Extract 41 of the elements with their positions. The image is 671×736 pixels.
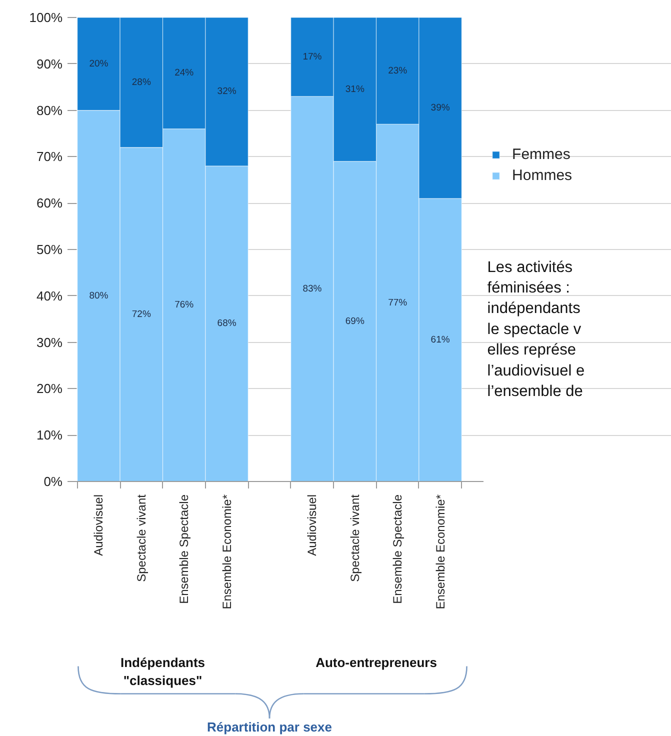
data-label: 61% [430,334,450,346]
y-tick-label: 40% [36,288,63,304]
y-tick-label: 60% [36,196,63,211]
data-label: 24% [174,68,194,79]
x-tick-label: Spectacle vivant [134,494,148,582]
y-tick-label: 90% [36,56,63,72]
y-tick-label: 20% [36,381,63,396]
legend-label: Hommes [512,167,572,184]
x-tick-label: Ensemble Spectacle [390,494,405,604]
data-label: 76% [174,300,194,311]
y-tick-label: 70% [36,149,63,164]
y-tick-label: 30% [36,334,63,350]
data-label: 83% [302,283,322,294]
y-tick-label: 100% [29,10,63,25]
data-label: 69% [345,316,365,327]
data-label: 72% [132,308,152,320]
x-tick-label: Ensemble Economie* [220,494,234,610]
x-tick-label: Audiovisuel [92,494,106,556]
y-tick-label: 50% [36,242,63,257]
x-tick-label: Ensemble Economie* [433,494,448,610]
data-label: 20% [89,58,109,70]
x-tick-label: Ensemble Spectacle [177,494,192,604]
data-label: 77% [388,297,408,308]
x-tick-label: Spectacle vivant [348,494,362,582]
text: Les activités féminisées : indépendants le spectacle v elles représe l’audiovisuel e l’ensemble de [487,258,585,400]
x-tick-label: Audiovisuel [305,494,320,556]
data-label: 17% [302,51,322,62]
text: Auto-entrepreneurs [316,654,437,670]
y-tick-label: 10% [36,428,63,443]
text: Indépendants "classiques" [120,654,206,688]
data-label: 31% [345,84,365,95]
data-label: 28% [132,76,152,88]
y-tick-label: 0% [44,474,63,489]
legend-label: Femmes [512,146,570,164]
data-label: 39% [430,102,450,114]
data-label: 32% [217,86,237,98]
y-tick-label: 80% [36,102,63,118]
text: Répartition par sexe [207,720,332,735]
data-label: 23% [388,65,408,76]
data-label: 68% [217,318,237,330]
data-label: 80% [89,290,109,302]
